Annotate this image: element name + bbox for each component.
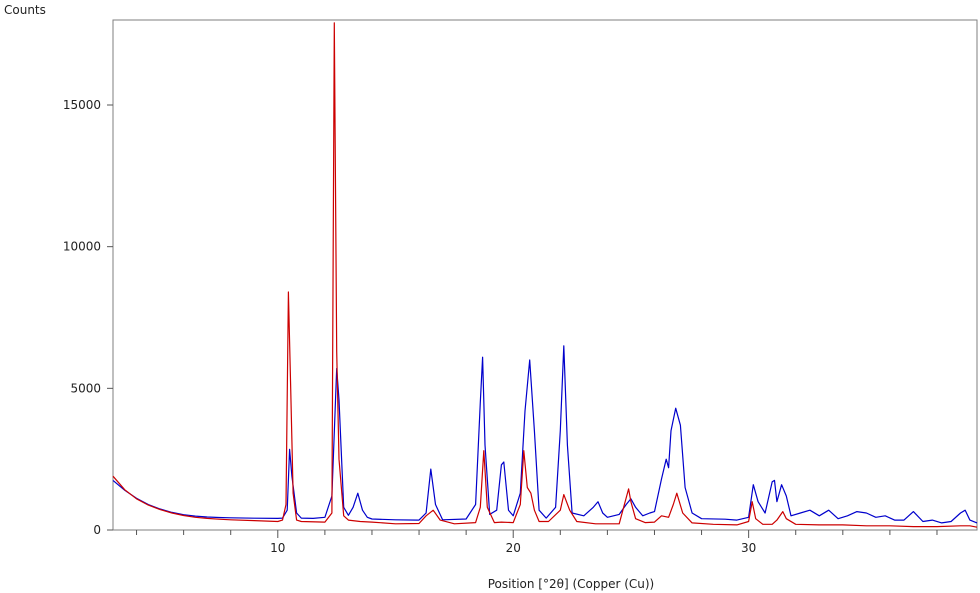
y-tick-label: 0: [93, 523, 101, 537]
x-axis-title: Position [°2θ] (Copper (Cu)): [488, 577, 655, 591]
y-tick-label: 5000: [70, 381, 101, 395]
y-axis-title: Counts: [4, 3, 46, 17]
y-tick-label: 15000: [63, 98, 101, 112]
plot-area-frame: [112, 19, 978, 531]
x-tick-label: 20: [506, 541, 521, 555]
x-tick-label: 30: [741, 541, 756, 555]
axis-layer: 10 20 30 0 5000 10000 15000: [63, 98, 938, 555]
series-line-1: [112, 345, 978, 524]
series-layer: [112, 22, 978, 528]
y-tick-label: 10000: [63, 240, 101, 254]
x-tick-label: 10: [270, 541, 285, 555]
series-line-2: [112, 22, 978, 528]
